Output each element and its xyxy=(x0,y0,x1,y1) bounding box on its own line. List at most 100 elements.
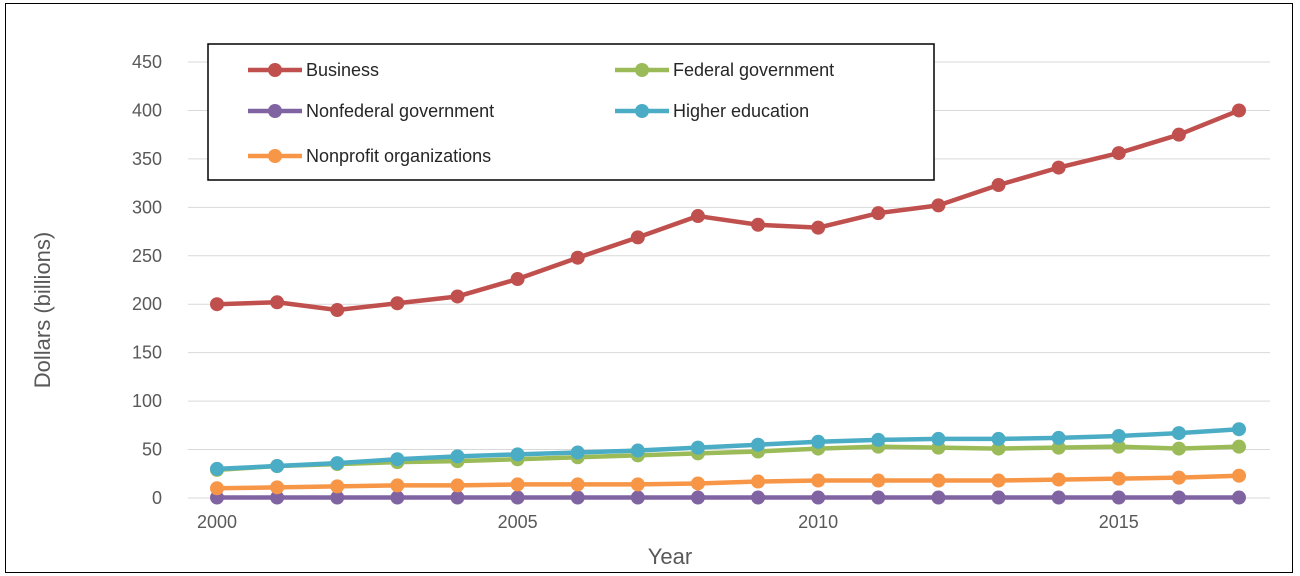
y-tick-label: 100 xyxy=(132,391,162,411)
y-tick-label: 50 xyxy=(142,440,162,460)
series-line xyxy=(216,473,1240,491)
data-point xyxy=(931,473,946,488)
legend-item: Nonfederal government xyxy=(248,101,494,121)
legend-label: Nonprofit organizations xyxy=(306,146,491,166)
data-point xyxy=(1232,439,1246,454)
data-point xyxy=(991,490,1006,505)
legend-swatch-marker xyxy=(635,63,649,77)
series-nonprofit-organizations xyxy=(210,468,1246,496)
data-point xyxy=(811,490,826,505)
legend-label: Business xyxy=(306,60,379,80)
data-point xyxy=(270,490,285,505)
data-point xyxy=(1111,490,1126,505)
data-point xyxy=(450,289,465,304)
data-point xyxy=(630,490,645,505)
y-tick-label: 250 xyxy=(132,246,162,266)
y-axis-title: Dollars (billions) xyxy=(30,232,55,388)
data-point xyxy=(450,449,465,464)
legend-label: Nonfederal government xyxy=(306,101,494,121)
data-point xyxy=(1171,426,1186,441)
legend-label: Higher education xyxy=(673,101,809,121)
data-point xyxy=(871,206,886,221)
y-tick-label: 350 xyxy=(132,149,162,169)
series-higher-education xyxy=(210,422,1246,476)
legend-swatch-marker xyxy=(268,149,282,163)
data-point xyxy=(1111,146,1126,161)
data-point xyxy=(330,456,345,471)
data-point xyxy=(210,481,224,496)
data-point xyxy=(390,478,405,493)
data-point xyxy=(991,473,1006,488)
data-point xyxy=(270,480,285,495)
data-point xyxy=(871,432,886,447)
data-point xyxy=(1051,430,1066,445)
data-point xyxy=(510,447,525,462)
data-point xyxy=(1232,422,1246,437)
data-point xyxy=(1171,441,1186,456)
data-point xyxy=(390,296,405,311)
data-point xyxy=(1111,471,1126,486)
data-point xyxy=(1111,439,1126,454)
legend: Business Federal government Nonfederal gov… xyxy=(207,43,935,181)
data-point xyxy=(1051,440,1066,455)
data-point xyxy=(991,431,1006,446)
data-point xyxy=(1111,428,1126,443)
data-point xyxy=(871,473,886,488)
data-point xyxy=(510,272,525,287)
data-point xyxy=(390,490,405,505)
x-tick-label: 2000 xyxy=(197,512,237,532)
y-tick-label: 300 xyxy=(132,197,162,217)
x-axis-title: Year xyxy=(648,544,692,569)
data-point xyxy=(330,303,345,318)
data-point xyxy=(690,440,705,455)
data-point xyxy=(1232,103,1246,118)
data-point xyxy=(751,490,766,505)
legend-box xyxy=(207,43,935,181)
data-point xyxy=(1171,127,1186,142)
legend-item: Federal government xyxy=(615,60,834,80)
data-point xyxy=(991,178,1006,193)
y-tick-label: 450 xyxy=(132,52,162,72)
data-point xyxy=(270,459,285,474)
x-axis-ticks: 2000 2005 2010 2015 xyxy=(197,512,1139,532)
data-point xyxy=(690,490,705,505)
data-point xyxy=(690,209,705,224)
data-point xyxy=(390,452,405,467)
data-point xyxy=(991,441,1006,456)
data-point xyxy=(1232,468,1246,483)
data-point xyxy=(210,297,224,312)
data-point xyxy=(510,490,525,505)
legend-label: Federal government xyxy=(673,60,834,80)
data-point xyxy=(931,431,946,446)
legend-swatch-marker xyxy=(268,104,282,118)
data-point xyxy=(330,479,345,494)
data-point xyxy=(510,477,525,492)
data-point xyxy=(751,217,766,232)
y-tick-label: 150 xyxy=(132,343,162,363)
data-point xyxy=(210,461,224,476)
data-point xyxy=(570,445,585,460)
data-point xyxy=(751,474,766,489)
data-point xyxy=(931,490,946,505)
data-point xyxy=(811,434,826,449)
legend-swatch-marker xyxy=(635,104,649,118)
data-point xyxy=(1232,490,1246,505)
legend-item: Nonprofit organizations xyxy=(248,146,491,166)
data-point xyxy=(570,250,585,265)
data-point xyxy=(811,473,826,488)
data-point xyxy=(1051,472,1066,487)
data-point xyxy=(690,476,705,491)
y-tick-label: 0 xyxy=(152,488,162,508)
series-line xyxy=(216,444,1240,473)
data-point xyxy=(751,437,766,452)
data-point xyxy=(630,230,645,245)
data-point xyxy=(450,490,465,505)
series-business xyxy=(210,103,1246,318)
series-line xyxy=(216,108,1240,313)
x-tick-label: 2015 xyxy=(1099,512,1139,532)
y-axis-ticks: 0 50 100 150 200 250 300 350 400 450 xyxy=(132,52,162,508)
data-point xyxy=(1051,490,1066,505)
x-tick-label: 2010 xyxy=(798,512,838,532)
data-point xyxy=(1171,470,1186,485)
data-point xyxy=(630,443,645,458)
